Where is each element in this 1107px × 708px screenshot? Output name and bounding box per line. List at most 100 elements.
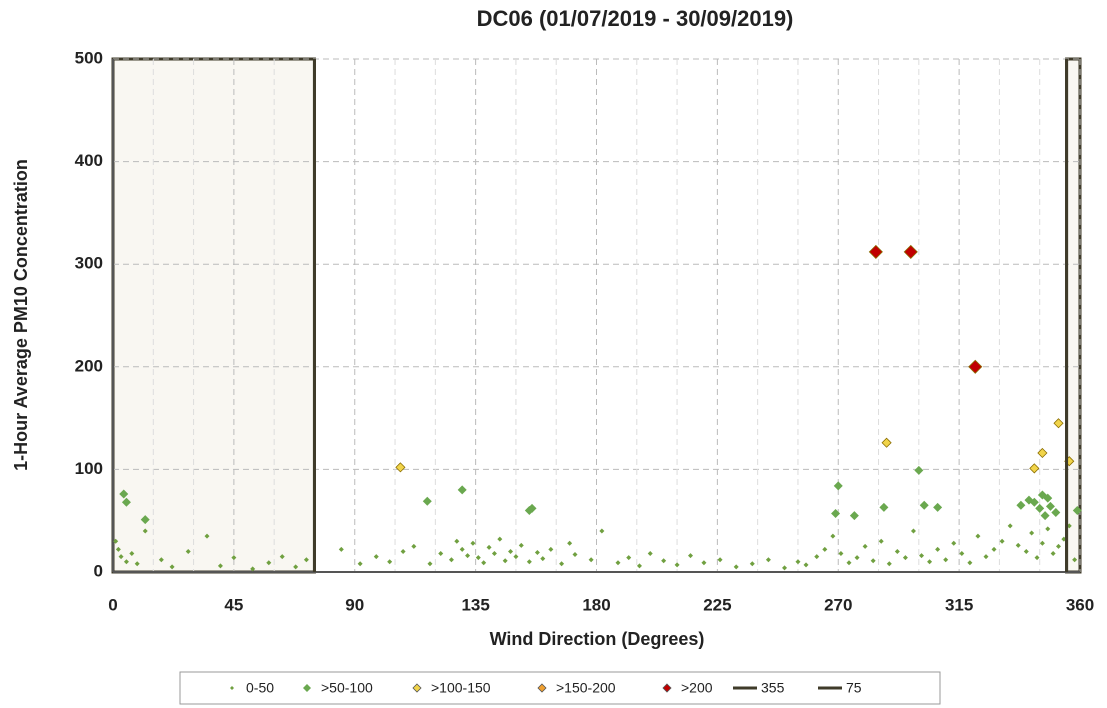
legend-label: >150-200 [556,680,616,696]
sector-box [1065,57,1082,574]
x-axis-label: Wind Direction (Degrees) [490,629,705,649]
point [1015,542,1021,548]
point [878,538,884,544]
point [701,560,707,566]
x-tick-label: 0 [108,595,117,614]
point [475,555,481,561]
point [959,551,965,557]
point [1045,501,1055,511]
point [1040,511,1050,521]
point [1072,505,1082,515]
point [486,544,492,550]
point [559,561,565,567]
point [118,554,124,560]
chart-title: DC06 (01/07/2019 - 30/09/2019) [477,6,794,31]
point [567,540,573,546]
point [459,546,465,552]
point [266,560,272,566]
point [717,557,723,563]
point [626,555,632,561]
point [910,528,916,534]
point [968,359,983,374]
point [338,546,344,552]
point [502,558,508,564]
point [513,554,519,560]
point [588,557,594,563]
point [951,540,957,546]
sector-box [111,57,316,574]
point [115,546,121,552]
point [395,462,406,473]
point [142,528,148,534]
point [862,543,868,549]
point [1037,447,1048,459]
legend-marker [230,686,234,690]
point [661,558,667,564]
point [983,554,989,560]
point [833,481,843,491]
point [422,496,432,506]
point [919,500,929,510]
point [674,562,680,568]
point [279,554,285,560]
point [357,561,363,567]
legend-marker [412,683,422,693]
point [831,509,841,519]
point [540,556,546,562]
point [933,502,943,512]
y-tick-label: 0 [94,561,103,580]
point [123,559,129,565]
point [868,244,883,259]
point [217,563,223,569]
point [1029,497,1039,507]
point [140,515,150,525]
point [914,465,924,475]
point [1035,503,1045,513]
point [647,551,653,557]
point [129,551,135,557]
y-axis-label: 1-Hour Average PM10 Concentration [11,159,31,471]
legend-marker [537,683,547,693]
x-tick-label: 45 [224,595,243,614]
point [615,560,621,566]
x-tick-label: 225 [703,595,731,614]
point [894,548,900,554]
point [454,538,460,544]
point [935,546,941,552]
point [854,555,860,561]
point [1051,507,1061,517]
legend-label: 75 [846,680,862,696]
point [158,557,164,563]
point [599,528,605,534]
x-tick-label: 315 [945,595,973,614]
point [1072,557,1078,563]
point [491,551,497,557]
point [1029,463,1040,474]
point [121,497,131,507]
point [548,546,554,552]
point [999,538,1005,544]
point [303,557,309,563]
y-tick-label: 100 [75,459,103,478]
point [250,566,256,572]
point [919,553,925,559]
point [534,550,540,556]
point [572,552,578,558]
point [411,543,417,549]
point [803,562,809,568]
point [508,548,514,554]
point [902,555,908,561]
point [1039,540,1045,546]
point [119,489,129,499]
point [465,553,471,559]
point [185,548,191,554]
x-tick-label: 90 [345,595,364,614]
point [400,548,406,554]
point [457,485,467,495]
x-tick-label: 360 [1066,595,1094,614]
point [765,557,771,563]
point [427,561,433,567]
point [497,536,503,542]
point [838,551,844,557]
